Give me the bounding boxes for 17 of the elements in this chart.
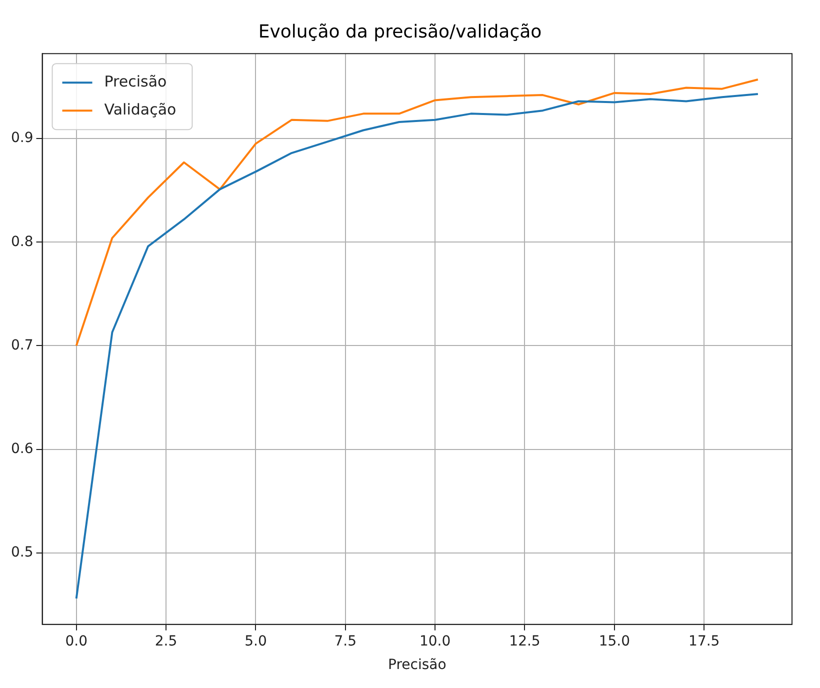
x-tick-label: 17.5 xyxy=(688,633,720,650)
x-tick-label: 2.5 xyxy=(154,633,178,650)
x-tick-label: 7.5 xyxy=(334,633,357,650)
legend-label: Validação xyxy=(104,100,176,118)
y-tick-label: 0.5 xyxy=(11,544,34,561)
x-tick-label: 0.0 xyxy=(65,633,88,650)
legend-label: Precisão xyxy=(104,72,167,90)
y-tick-label: 0.6 xyxy=(11,440,34,457)
x-tick-label: 10.0 xyxy=(419,633,451,650)
y-tick-label: 0.8 xyxy=(11,234,34,250)
x-tick-label: 15.0 xyxy=(598,633,630,650)
x-axis-title: Precisão xyxy=(388,657,446,674)
y-tick-label: 0.7 xyxy=(11,337,34,354)
x-tick-label: 12.5 xyxy=(509,633,540,650)
y-tick-label: 0.9 xyxy=(11,130,34,146)
x-tick-label: 5.0 xyxy=(244,633,267,650)
chart-title: Evolução da precisão/validação xyxy=(258,21,542,42)
